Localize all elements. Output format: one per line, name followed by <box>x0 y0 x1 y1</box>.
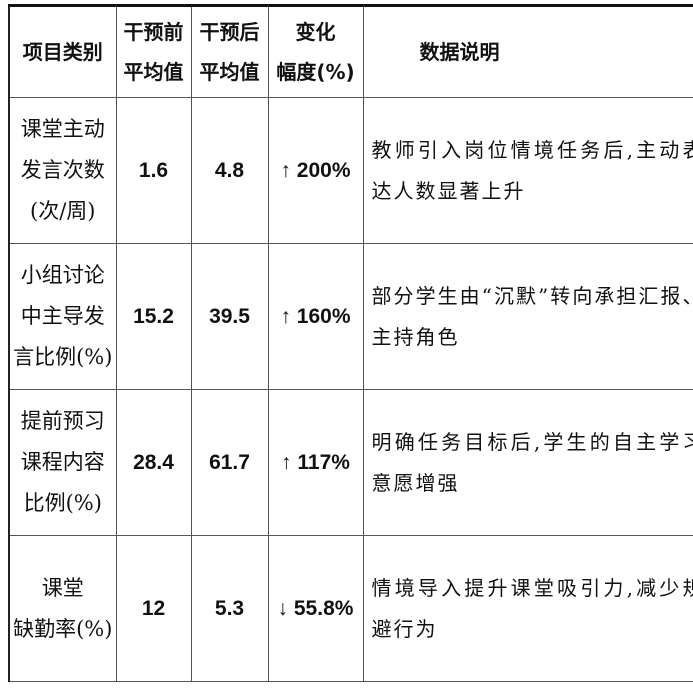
before-cell: 28.4 <box>115 389 192 536</box>
category-line: 课堂主动 <box>20 117 105 141</box>
header-line: 变化 <box>295 20 336 44</box>
category-cell: 小组讨论中主导发言比例(%) <box>8 243 117 390</box>
note-cell: 明确任务目标后,学生的自主学习意愿增强 <box>362 389 693 536</box>
table-row: 课堂缺勤率(%) 12 5.3 ↓ 55.8% 情境导入提升课堂吸引力,减少规避行为 <box>8 535 693 682</box>
category-cell: 课堂缺勤率(%) <box>8 535 117 682</box>
header-line: 数据说明 <box>419 40 500 64</box>
header-before: 干预前 平均值 <box>115 5 192 98</box>
after-cell: 4.8 <box>190 97 269 244</box>
before-cell: 15.2 <box>115 243 192 390</box>
category-line: 发言次数 <box>20 158 105 182</box>
category-line: 提前预习 <box>20 409 105 433</box>
category-line: 课程内容 <box>20 450 105 474</box>
change-cell: ↑ 160% <box>267 243 364 390</box>
category-line: (次/周) <box>30 199 96 223</box>
table-row: 课堂主动发言次数 (次/周) 1.6 4.8 ↑ 200% 教师引入岗位情境任务后,主动表… <box>8 97 693 244</box>
note-cell: 情境导入提升课堂吸引力,减少规避行为 <box>362 535 693 682</box>
header-after: 干预后 平均值 <box>190 5 269 98</box>
category-line: 缺勤率(%) <box>13 616 113 641</box>
header-line: 项目类别 <box>22 40 103 64</box>
note-cell: 教师引入岗位情境任务后,主动表达人数显著上升 <box>362 97 693 244</box>
category-line: 小组讨论 <box>20 263 105 287</box>
table-row: 提前预习 课程内容 比例(%) 28.4 61.7 ↑ 117% 明确任务目标后,学生的自主… <box>8 389 693 536</box>
before-cell: 12 <box>115 535 192 682</box>
after-cell: 39.5 <box>190 243 269 390</box>
header-change: 变化幅度(%) <box>267 5 364 98</box>
category-line: 比例(%) <box>23 491 102 515</box>
change-cell: ↓ 55.8% <box>267 535 364 682</box>
header-line: 平均值 <box>123 60 184 84</box>
before-cell: 1.6 <box>115 97 192 244</box>
after-cell: 5.3 <box>190 535 269 682</box>
change-cell: ↑ 117% <box>267 389 364 536</box>
note-cell: 部分学生由“沉默”转向承担汇报、主持角色 <box>362 243 693 390</box>
header-line: 干预前 <box>123 20 184 44</box>
category-line: 中主导发 <box>20 304 105 328</box>
table-row: 小组讨论中主导发言比例(%) 15.2 39.5 ↑ 160% 部分学生由“沉默”转向承… <box>8 243 693 390</box>
data-table: 项目类别 干预前 平均值 干预后 平均值 变化 幅度(%) 数据说明 课堂主动 发言次数… <box>8 4 693 682</box>
change-cell: ↑ 200% <box>267 97 364 244</box>
header-line: 幅度(%) <box>276 60 355 84</box>
header-note: 数据说明 <box>362 5 693 98</box>
header-category: 项目类别 <box>8 5 117 98</box>
header-row: 项目类别 干预前 平均值 干预后 平均值 变化 幅度(%) 数据说明 <box>8 5 693 98</box>
category-line: 课堂 <box>41 575 84 600</box>
category-cell: 提前预习课程内容比例(%) <box>8 389 117 536</box>
header-line: 干预后 <box>199 20 260 44</box>
header-line: 平均值 <box>199 60 260 84</box>
category-cell: 课堂主动发言次数 (次/周) <box>8 97 117 244</box>
after-cell: 61.7 <box>190 389 269 536</box>
category-line: 言比例(%) <box>13 345 113 369</box>
